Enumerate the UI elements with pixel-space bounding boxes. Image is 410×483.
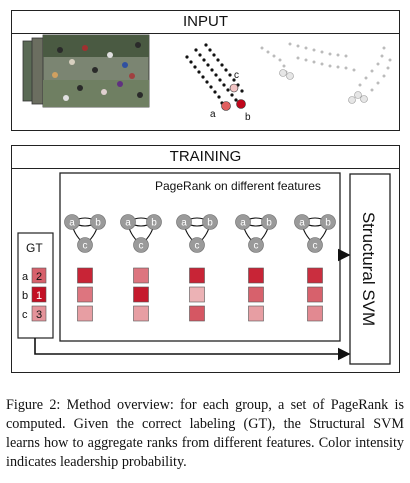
rank-square	[77, 267, 93, 284]
graph-node-label: c	[254, 241, 259, 252]
gt-rank-square	[31, 286, 47, 303]
graph-node-label: b	[207, 218, 213, 229]
figure-caption: Figure 2: Method overview: for each grou…	[6, 397, 404, 470]
svm-label: Structural SVM	[359, 212, 378, 326]
input-header: INPUT	[12, 11, 399, 34]
rank-square	[133, 286, 149, 303]
pagerank-title: PageRank on different features	[155, 179, 321, 193]
gt-rank-square	[31, 305, 47, 322]
graph-node	[307, 237, 323, 253]
graph-node-label: b	[325, 218, 331, 229]
graph-node	[235, 214, 251, 230]
graph-node-label: a	[299, 218, 305, 229]
graph-node-label: c	[313, 241, 318, 252]
rank-square	[189, 305, 205, 322]
gt-label: GT	[26, 241, 43, 255]
trajectory-label-c: c	[234, 70, 239, 81]
graph-node-label: a	[69, 218, 75, 229]
rank-square	[189, 286, 205, 303]
graph-node-label: b	[266, 218, 272, 229]
trajectory-heads	[221, 83, 246, 111]
graph-node	[64, 214, 80, 230]
graph-node-label: c	[139, 241, 144, 252]
rank-square	[77, 305, 93, 322]
graph-node-label: b	[95, 218, 101, 229]
trajectory-label-b: b	[245, 112, 251, 123]
svm-box	[349, 173, 391, 365]
pagerank-graph: a b c	[235, 214, 277, 253]
graph-node-label: a	[240, 218, 246, 229]
rank-square	[189, 267, 205, 284]
rank-square	[133, 267, 149, 284]
rank-square	[77, 286, 93, 303]
graph-node	[176, 214, 192, 230]
gt-row-letter: b	[22, 290, 28, 302]
crowd-scene	[43, 35, 149, 107]
trajectory-label-a: a	[210, 109, 216, 120]
gt-rank-square	[31, 267, 47, 284]
graph-node	[120, 214, 136, 230]
graph-node	[248, 237, 264, 253]
training-header: TRAINING	[12, 146, 399, 169]
gt-row-letter: c	[22, 309, 28, 321]
gt-rank-number: 2	[36, 271, 42, 283]
graph-node	[146, 214, 162, 230]
graph-node	[90, 214, 106, 230]
pagerank-graph: a b c	[294, 214, 336, 253]
trajectory-group-dark	[185, 43, 244, 105]
graph-node	[202, 214, 218, 230]
graph-node	[261, 214, 277, 230]
pagerank-graph: a b c	[64, 214, 106, 253]
graph-node-label: c	[83, 241, 88, 252]
rank-square	[307, 305, 323, 322]
pagerank-graphs: a b c a b c a b c a b c a b c	[64, 214, 336, 253]
rank-square	[248, 305, 264, 322]
graph-node-label: a	[181, 218, 187, 229]
rank-square	[133, 305, 149, 322]
graph-node	[133, 237, 149, 253]
gt-row-letter: a	[22, 271, 29, 283]
rank-square	[307, 286, 323, 303]
graph-node-label: c	[195, 241, 200, 252]
graph-node	[294, 214, 310, 230]
gt-rank-number: 3	[36, 309, 42, 321]
rank-square	[307, 267, 323, 284]
gt-rows: a 2b 1c 3	[22, 267, 47, 322]
rank-square	[248, 286, 264, 303]
graph-node-label: b	[151, 218, 157, 229]
pagerank-graph: a b c	[120, 214, 162, 253]
graph-node	[320, 214, 336, 230]
graph-node	[77, 237, 93, 253]
arrow-gt-to-svm	[34, 338, 351, 361]
trajectory-heads-light	[279, 69, 368, 104]
graph-node-label: a	[125, 218, 131, 229]
gt-rank-number: 1	[36, 290, 42, 302]
graph-node	[189, 237, 205, 253]
trajectory-group-light	[260, 42, 392, 92]
rank-square	[248, 267, 264, 284]
rank-squares	[77, 267, 323, 322]
pagerank-graph: a b c	[176, 214, 218, 253]
